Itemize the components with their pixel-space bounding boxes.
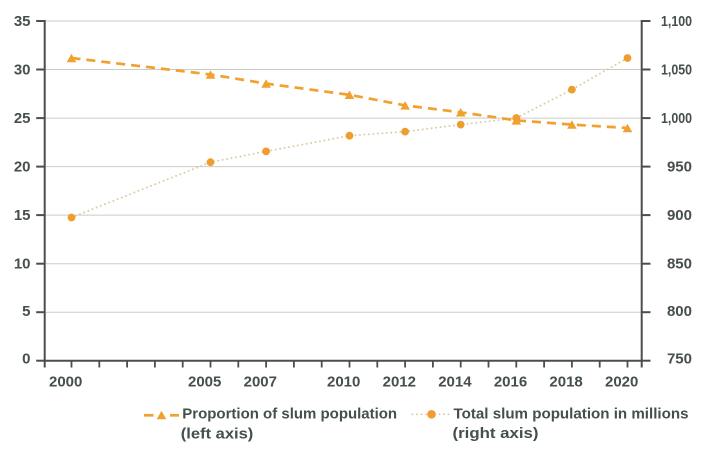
svg-text:2014: 2014 xyxy=(438,374,472,391)
svg-text:10: 10 xyxy=(14,256,31,273)
svg-text:1,000: 1,000 xyxy=(661,110,692,127)
svg-text:(right axis): (right axis) xyxy=(453,425,539,442)
svg-text:Proportion of slum population: Proportion of slum population xyxy=(182,406,397,423)
svg-text:900: 900 xyxy=(667,207,692,224)
svg-text:1,050: 1,050 xyxy=(661,62,692,79)
svg-text:15: 15 xyxy=(14,207,31,224)
svg-text:2012: 2012 xyxy=(383,374,416,391)
svg-text:35: 35 xyxy=(14,13,31,30)
svg-text:0: 0 xyxy=(22,351,30,368)
svg-text:2007: 2007 xyxy=(244,374,277,391)
svg-text:2000: 2000 xyxy=(49,374,82,391)
svg-text:750: 750 xyxy=(667,351,692,368)
svg-text:20: 20 xyxy=(14,159,31,176)
svg-text:2010: 2010 xyxy=(327,374,360,391)
svg-text:850: 850 xyxy=(667,256,692,273)
svg-text:2018: 2018 xyxy=(549,374,582,391)
svg-text:(left axis): (left axis) xyxy=(181,425,254,442)
svg-text:Total slum population in milli: Total slum population in millions xyxy=(454,406,689,423)
svg-text:2005: 2005 xyxy=(188,374,221,391)
svg-text:5: 5 xyxy=(22,303,30,320)
svg-text:25: 25 xyxy=(14,110,31,127)
svg-text:1,100: 1,100 xyxy=(661,13,692,30)
svg-text:30: 30 xyxy=(14,62,31,79)
svg-text:2020: 2020 xyxy=(605,374,638,391)
svg-text:950: 950 xyxy=(667,159,692,176)
svg-text:2016: 2016 xyxy=(494,374,527,391)
svg-text:800: 800 xyxy=(667,303,692,320)
